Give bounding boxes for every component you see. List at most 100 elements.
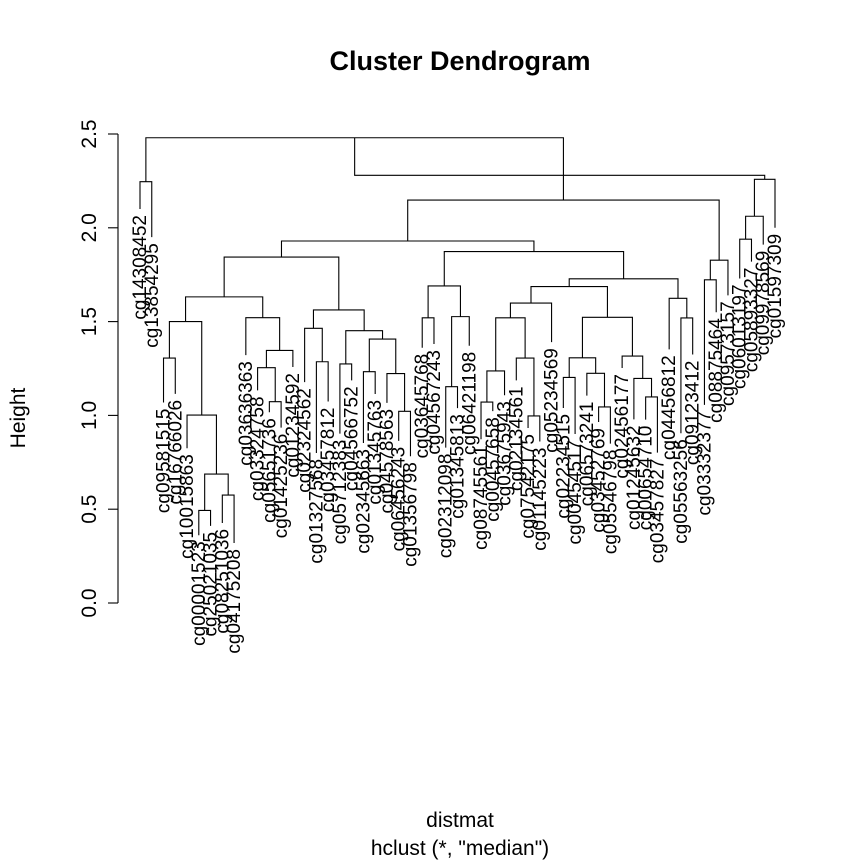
leaf-label: cg05651736 xyxy=(259,418,280,523)
dendrogram-link xyxy=(204,473,229,511)
leaf-label: cg01145223 xyxy=(530,448,551,551)
leaf-label: cg01234592 xyxy=(283,373,304,478)
leaf-label: cg01345813 xyxy=(448,414,469,519)
dendrogram-link xyxy=(680,317,694,434)
leaf-label: cg03332377 xyxy=(694,411,715,516)
leaf-label: cg04567243 xyxy=(424,350,445,455)
leaf-label: cg09123412 xyxy=(683,360,704,465)
dendrogram-link xyxy=(407,199,720,261)
dendrogram-link xyxy=(368,338,397,374)
leaf-label: cg03675943 xyxy=(495,401,516,506)
x-axis-label: distmat xyxy=(426,809,494,832)
leaf-label: cg10015863 xyxy=(177,454,198,559)
dendrogram-link xyxy=(312,309,365,331)
y-tick-label: 2.5 xyxy=(78,119,101,148)
dendrogram-link xyxy=(386,372,406,412)
leaf-label: cg00457658 xyxy=(483,417,504,522)
dendrogram-link xyxy=(245,317,281,356)
leaf-label: cg01245632 xyxy=(624,425,645,530)
dendrogram-link xyxy=(443,250,625,286)
dendrogram-link xyxy=(486,370,506,403)
leaf-label: cg02234515 xyxy=(553,414,574,519)
dendrogram-link xyxy=(421,317,435,348)
leaf-label: cg02456177 xyxy=(612,374,633,479)
leaf-label: cg09581515 xyxy=(154,408,175,513)
dendrogram-link xyxy=(345,330,384,364)
leaf-label: cg03645768 xyxy=(412,354,433,459)
leaf-label: cg05563256 xyxy=(671,439,692,544)
dendrogram-link xyxy=(186,414,217,475)
y-tick-label: 0.0 xyxy=(78,588,101,617)
y-tick-label: 1.0 xyxy=(78,401,101,430)
leaf-label: cg02312098 xyxy=(436,454,457,559)
leaf-label: cg16766026 xyxy=(165,400,186,505)
leaf-label: cg02134561 xyxy=(506,386,527,491)
leaf-label: cg05712383 xyxy=(330,440,351,545)
y-tick-label: 1.5 xyxy=(78,307,101,336)
dendrogram-link xyxy=(168,321,203,416)
leaf-label: cg06456243 xyxy=(389,447,410,552)
y-axis-label: Height xyxy=(7,387,30,448)
leaf-label: cg09573157 xyxy=(718,301,739,406)
dendrogram-link xyxy=(265,349,294,368)
dendrogram-link xyxy=(445,386,459,448)
y-tick-label: 0.5 xyxy=(78,495,101,524)
dendrogram-link xyxy=(753,178,776,228)
dendrogram-links xyxy=(139,137,776,544)
leaf-label: cg08875464 xyxy=(706,318,727,423)
dendrogram-link xyxy=(709,259,729,296)
leaf-label: cg06013197 xyxy=(730,284,751,389)
leaf-label: cg05546798 xyxy=(600,450,621,555)
leaf-label: cg00001523 xyxy=(189,541,210,646)
leaf-label: cg04175208 xyxy=(224,549,245,654)
dendrogram-link xyxy=(568,357,597,378)
chart-subtitle: hclust (*, "median") xyxy=(371,837,549,860)
leaf-label: cg07542175 xyxy=(518,434,539,539)
leaf-label: cg01597309 xyxy=(765,234,786,339)
dendrogram-link xyxy=(223,256,340,310)
leaf-label: cg08251036 xyxy=(212,529,233,634)
leaf-label: cg08745561 xyxy=(471,445,492,550)
leaf-label: cg13854295 xyxy=(142,243,163,348)
leaf-label: cg09978569 xyxy=(753,251,774,356)
leaf-label: cg04566752 xyxy=(342,386,363,491)
leaf-label: cg03457827 xyxy=(647,459,668,564)
dendrogram-link xyxy=(568,278,679,299)
leaf-label: cg05893327 xyxy=(741,268,762,373)
dendrogram-link xyxy=(745,215,764,245)
chart-title: Cluster Dendrogram xyxy=(329,46,590,76)
leaf-label: cg05234569 xyxy=(542,348,563,453)
dendrogram-link xyxy=(598,406,611,444)
leaf-label: cg01356798 xyxy=(400,462,421,567)
dendrogram-link xyxy=(480,401,494,440)
dendrogram-link xyxy=(530,286,608,318)
dendrogram-link xyxy=(221,494,235,544)
leaf-label: cg01425236 xyxy=(271,434,292,539)
y-tick-label: 2.0 xyxy=(78,213,101,242)
leaf-label: cg03324758 xyxy=(248,396,269,501)
dendrogram-link xyxy=(703,279,717,405)
dendrogram-link xyxy=(509,302,553,343)
leaf-label: cg03636363 xyxy=(236,361,257,466)
dendrogram-link xyxy=(354,137,766,180)
dendrogram-link xyxy=(257,367,276,402)
dendrogram-link xyxy=(495,317,526,371)
dendrogram-link xyxy=(398,410,412,457)
dendrogram-link xyxy=(304,327,323,383)
leaf-label: cg02345663 xyxy=(353,449,374,554)
dendrogram-link xyxy=(280,240,535,258)
dendrogram-link xyxy=(198,509,212,536)
leaf-label: cg06573241 xyxy=(577,402,598,507)
dendrogram-link xyxy=(633,377,653,420)
leaf-label: cg04456812 xyxy=(659,355,680,460)
dendrogram-link xyxy=(339,363,353,434)
leaf-label: cg14308452 xyxy=(130,215,151,320)
dendrogram-link xyxy=(668,297,688,350)
y-axis: 0.0 0.5 1.0 1.5 2.0 2.5 xyxy=(78,119,119,618)
leaf-label: cg01345763 xyxy=(365,400,386,505)
dendrogram-link xyxy=(268,401,282,428)
leaf-label: cg25021035 xyxy=(201,532,222,637)
leaf-label: cg03457812 xyxy=(318,408,339,513)
